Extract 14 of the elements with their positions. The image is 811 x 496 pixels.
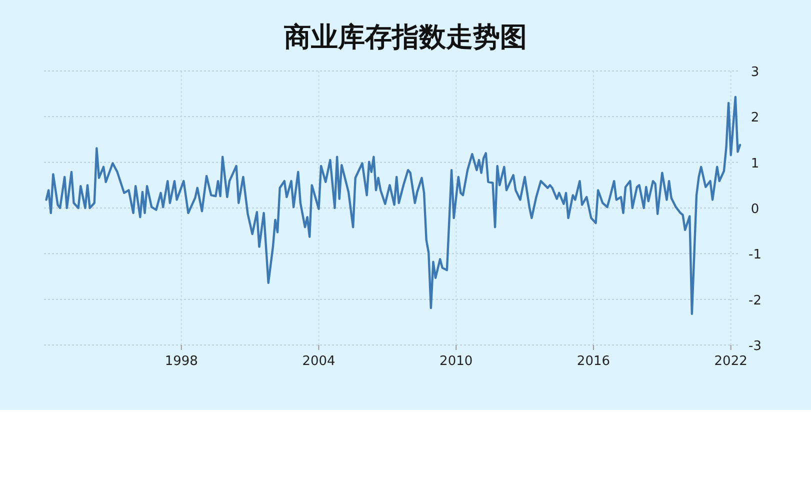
y-tick-label: 1 <box>750 156 760 172</box>
line-series <box>45 96 742 316</box>
x-tick-label: 2016 <box>576 354 610 369</box>
y-tick-label: -3 <box>748 339 762 354</box>
chart-title: 商业库存指数走势图 <box>283 22 527 53</box>
x-tick-label: 2004 <box>302 354 336 369</box>
y-tick-label: -1 <box>748 248 762 263</box>
y-tick-label: 2 <box>750 110 760 126</box>
x-tick-label: 2010 <box>440 354 473 369</box>
y-tick-label: 0 <box>750 202 760 217</box>
x-tick-label: 2022 <box>714 354 748 369</box>
y-tick-label: 3 <box>750 65 760 80</box>
x-tick-label: 1998 <box>164 354 198 369</box>
y-tick-label: -2 <box>748 293 762 308</box>
